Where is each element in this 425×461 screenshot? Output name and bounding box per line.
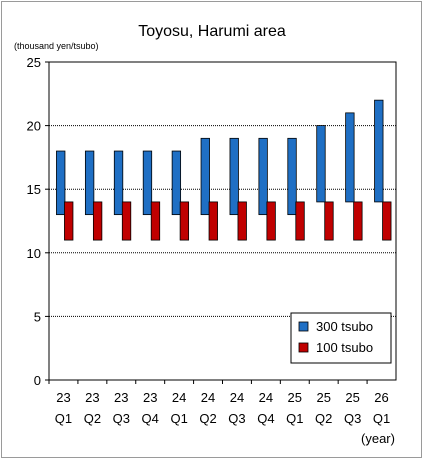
y-tick-label-5: 5 [34,309,41,324]
bar-300-tsubo-7 [258,137,268,216]
bar-300-tsubo-4 [171,150,182,216]
bar-100-tsubo-9 [324,201,334,241]
bar-100-tsubo-5 [208,201,218,241]
legend: 300 tsubo 100 tsubo [290,312,392,364]
x-tick-label-quarter: Q2 [199,411,216,426]
bar-100-tsubo-11 [382,201,392,241]
y-tick-label-20: 20 [27,119,41,134]
tick-labels: 0 5 10 15 20 25 23 Q1 23 Q2 23 Q3 23 Q4 24 Q1 24 Q2 24 Q3 24… [27,55,391,426]
legend-label-300-tsubo: 300 tsubo [316,319,373,334]
x-tick-label-year: 25 [345,390,359,405]
legend-swatch-300-tsubo [298,321,309,332]
y-tick-label-15: 15 [27,182,41,197]
x-axis-unit-label: (year) [361,431,395,446]
x-tick-label-quarter: Q4 [257,411,274,426]
bar-300-tsubo-5 [200,137,210,216]
bar-100-tsubo-6 [237,201,247,241]
x-tick-label-year: 24 [259,390,273,405]
y-tick-label-25: 25 [27,55,41,70]
bar-300-tsubo-9 [316,125,326,203]
y-tick-label-0: 0 [34,373,41,388]
x-tick-label-quarter: Q2 [84,411,101,426]
x-tick-label-quarter: Q1 [170,411,187,426]
legend-swatch-100-tsubo [298,342,309,353]
bar-300-tsubo-3 [142,150,153,216]
x-tick-label-quarter: Q1 [286,411,303,426]
bar-100-tsubo-2 [121,201,132,241]
bar-100-tsubo-1 [92,201,103,241]
bar-300-tsubo-1 [84,150,95,216]
bar-300-tsubo-6 [229,137,239,216]
x-tick-label-year: 25 [316,390,330,405]
y-axis-unit-label: (thousand yen/tsubo) [14,41,99,51]
x-tick-label-year: 24 [230,390,244,405]
bar-100-tsubo-8 [295,201,305,241]
bar-100-tsubo-3 [150,201,161,241]
bar-300-tsubo-0 [56,150,66,216]
bar-100-tsubo-10 [353,201,363,241]
x-tick-label-quarter: Q1 [55,411,72,426]
x-tick-label-year: 23 [85,390,99,405]
bar-100-tsubo-0 [64,201,74,241]
x-tick-label-quarter: Q1 [373,411,390,426]
x-tick-label-year: 23 [114,390,128,405]
legend-box [290,312,392,364]
axes [45,61,397,384]
y-tick-label-10: 10 [27,246,41,261]
x-tick-label-year: 23 [56,390,70,405]
bar-300-tsubo-8 [287,137,297,216]
bars [56,99,392,241]
x-tick-label-quarter: Q4 [142,411,159,426]
x-tick-label-quarter: Q2 [315,411,332,426]
x-tick-label-year: 24 [201,390,215,405]
x-tick-label-quarter: Q3 [344,411,361,426]
bar-300-tsubo-10 [345,112,355,203]
chart-title: Toyosu, Harumi area [138,23,286,40]
bar-100-tsubo-4 [179,201,190,241]
x-tick-label-year: 23 [143,390,157,405]
bar-100-tsubo-7 [266,201,276,241]
x-tick-label-quarter: Q3 [113,411,130,426]
x-tick-label-year: 25 [288,390,302,405]
x-tick-label-quarter: Q3 [228,411,245,426]
bar-300-tsubo-11 [374,99,384,203]
x-tick-label-year: 24 [172,390,186,405]
x-tick-label-year: 26 [374,390,388,405]
bar-300-tsubo-2 [113,150,124,216]
legend-label-100-tsubo: 100 tsubo [316,340,373,355]
